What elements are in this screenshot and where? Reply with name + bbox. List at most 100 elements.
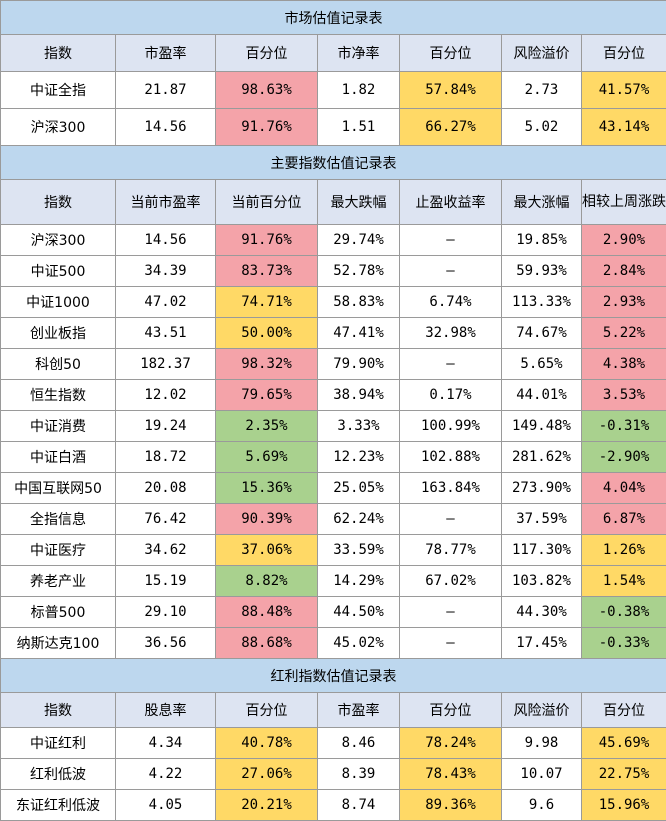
dividend-table-title[interactable]: 红利指数估值记录表 [1,659,666,693]
value-cell[interactable]: 8.74 [318,790,400,821]
major-column-header[interactable]: 相较上周涨跌幅 [582,180,666,225]
value-cell[interactable]: 1.82 [318,72,400,109]
dividend-column-header[interactable]: 百分位 [582,693,666,728]
value-cell[interactable]: 5.69% [216,442,318,473]
dividend-column-header[interactable]: 市盈率 [318,693,400,728]
value-cell[interactable]: 91.76% [216,225,318,256]
major-column-header[interactable]: 当前市盈率 [116,180,216,225]
market-column-header[interactable]: 市盈率 [116,35,216,72]
value-cell[interactable]: 3.33% [318,411,400,442]
index-name-cell[interactable]: 东证红利低波 [1,790,116,821]
index-name-cell[interactable]: 中证500 [1,256,116,287]
value-cell[interactable]: -0.31% [582,411,666,442]
major-column-header[interactable]: 最大涨幅 [502,180,582,225]
dividend-column-header[interactable]: 百分位 [216,693,318,728]
value-cell[interactable]: 14.29% [318,566,400,597]
value-cell[interactable]: 78.24% [400,728,502,759]
value-cell[interactable]: 37.06% [216,535,318,566]
value-cell[interactable]: 44.01% [502,380,582,411]
value-cell[interactable]: 10.07 [502,759,582,790]
value-cell[interactable]: 2.90% [582,225,666,256]
value-cell[interactable]: – [400,349,502,380]
value-cell[interactable]: 33.59% [318,535,400,566]
value-cell[interactable]: 4.38% [582,349,666,380]
index-name-cell[interactable]: 中证消费 [1,411,116,442]
value-cell[interactable]: 27.06% [216,759,318,790]
index-name-cell[interactable]: 中证白酒 [1,442,116,473]
value-cell[interactable]: 20.08 [116,473,216,504]
index-name-cell[interactable]: 全指信息 [1,504,116,535]
index-name-cell[interactable]: 恒生指数 [1,380,116,411]
value-cell[interactable]: 19.85% [502,225,582,256]
market-table-title[interactable]: 市场估值记录表 [1,1,666,35]
index-name-cell[interactable]: 中证1000 [1,287,116,318]
market-column-header[interactable]: 指数 [1,35,116,72]
value-cell[interactable]: 78.77% [400,535,502,566]
value-cell[interactable]: 281.62% [502,442,582,473]
value-cell[interactable]: – [400,504,502,535]
value-cell[interactable]: 47.41% [318,318,400,349]
value-cell[interactable]: 4.05 [116,790,216,821]
value-cell[interactable]: 66.27% [400,109,502,146]
value-cell[interactable]: 9.98 [502,728,582,759]
value-cell[interactable]: 90.39% [216,504,318,535]
value-cell[interactable]: 2.35% [216,411,318,442]
value-cell[interactable]: 17.45% [502,628,582,659]
value-cell[interactable]: 8.39 [318,759,400,790]
value-cell[interactable]: -2.90% [582,442,666,473]
market-column-header[interactable]: 市净率 [318,35,400,72]
value-cell[interactable]: 2.93% [582,287,666,318]
value-cell[interactable]: 21.87 [116,72,216,109]
value-cell[interactable]: 40.78% [216,728,318,759]
value-cell[interactable]: 20.21% [216,790,318,821]
value-cell[interactable]: 25.05% [318,473,400,504]
value-cell[interactable]: 117.30% [502,535,582,566]
value-cell[interactable]: 52.78% [318,256,400,287]
value-cell[interactable]: 14.56 [116,225,216,256]
value-cell[interactable]: 2.84% [582,256,666,287]
index-name-cell[interactable]: 养老产业 [1,566,116,597]
value-cell[interactable]: 149.48% [502,411,582,442]
value-cell[interactable]: 1.26% [582,535,666,566]
index-name-cell[interactable]: 纳斯达克100 [1,628,116,659]
value-cell[interactable]: 43.14% [582,109,666,146]
major-column-header[interactable]: 指数 [1,180,116,225]
value-cell[interactable]: 59.93% [502,256,582,287]
value-cell[interactable]: 5.02 [502,109,582,146]
major-column-header[interactable]: 最大跌幅 [318,180,400,225]
value-cell[interactable]: 43.51 [116,318,216,349]
value-cell[interactable]: 74.71% [216,287,318,318]
value-cell[interactable]: 4.34 [116,728,216,759]
value-cell[interactable]: 18.72 [116,442,216,473]
value-cell[interactable]: 79.65% [216,380,318,411]
index-name-cell[interactable]: 红利低波 [1,759,116,790]
value-cell[interactable]: -0.38% [582,597,666,628]
value-cell[interactable]: 6.74% [400,287,502,318]
value-cell[interactable]: 91.76% [216,109,318,146]
value-cell[interactable]: 34.39 [116,256,216,287]
value-cell[interactable]: 36.56 [116,628,216,659]
value-cell[interactable]: 4.04% [582,473,666,504]
index-name-cell[interactable]: 沪深300 [1,225,116,256]
value-cell[interactable]: 62.24% [318,504,400,535]
index-name-cell[interactable]: 科创50 [1,349,116,380]
value-cell[interactable]: 38.94% [318,380,400,411]
value-cell[interactable]: 41.57% [582,72,666,109]
value-cell[interactable]: 2.73 [502,72,582,109]
value-cell[interactable]: 57.84% [400,72,502,109]
value-cell[interactable]: 19.24 [116,411,216,442]
value-cell[interactable]: 102.88% [400,442,502,473]
value-cell[interactable]: 12.23% [318,442,400,473]
value-cell[interactable]: 88.48% [216,597,318,628]
value-cell[interactable]: 103.82% [502,566,582,597]
dividend-column-header[interactable]: 指数 [1,693,116,728]
value-cell[interactable]: 15.36% [216,473,318,504]
value-cell[interactable]: 78.43% [400,759,502,790]
value-cell[interactable]: 29.10 [116,597,216,628]
value-cell[interactable]: 100.99% [400,411,502,442]
index-name-cell[interactable]: 中证红利 [1,728,116,759]
value-cell[interactable]: 45.02% [318,628,400,659]
value-cell[interactable]: 79.90% [318,349,400,380]
value-cell[interactable]: 98.32% [216,349,318,380]
value-cell[interactable]: – [400,628,502,659]
